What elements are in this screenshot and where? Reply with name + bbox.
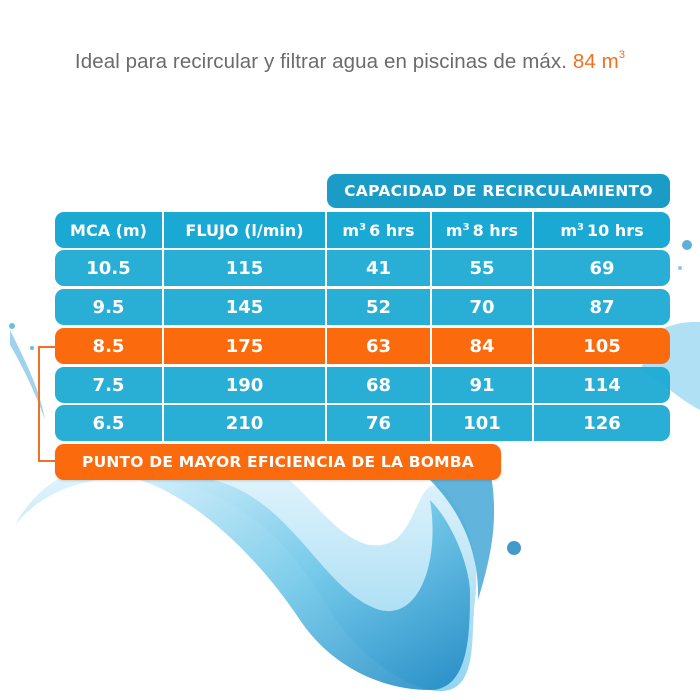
cell-6hrs: 68 — [327, 367, 432, 403]
column-header-10hrs: m 3 10 hrs — [560, 220, 644, 240]
column-header-flujo: FLUJO (l/min) — [164, 212, 327, 248]
cell-mca: 10.5 — [55, 250, 164, 286]
column-header-mca: MCA (m) — [55, 212, 164, 248]
cell-8hrs: 55 — [432, 250, 534, 286]
headline: Ideal para recircular y filtrar agua en … — [0, 49, 700, 74]
table-row: 10.5 115 41 55 69 — [55, 250, 670, 286]
cell-6hrs: 76 — [327, 405, 432, 441]
cell-10hrs: 114 — [583, 374, 621, 396]
cell-8hrs: 101 — [432, 405, 534, 441]
max-volume: 84 m3 — [572, 49, 626, 73]
cell-mca: 8.5 — [55, 328, 164, 364]
cell-flujo: 115 — [164, 250, 327, 286]
cell-flujo: 210 — [164, 405, 327, 441]
cell-10hrs: 87 — [589, 296, 615, 318]
efficiency-label: PUNTO DE MAYOR EFICIENCIA DE LA BOMBA — [55, 444, 501, 480]
cell-10hrs: 69 — [589, 257, 615, 279]
cell-10hrs: 126 — [583, 412, 621, 434]
headline-text: Ideal para recircular y filtrar agua en … — [74, 50, 568, 73]
cell-6hrs: 63 — [327, 328, 432, 364]
table-row: 7.5 190 68 91 114 — [55, 367, 670, 403]
highlight-bracket — [38, 346, 56, 462]
cell-8hrs: 84 — [432, 328, 534, 364]
cell-6hrs: 52 — [327, 289, 432, 325]
cell-flujo: 190 — [164, 367, 327, 403]
cell-8hrs: 91 — [432, 367, 534, 403]
table-row: 9.5 145 52 70 87 — [55, 289, 670, 325]
table-row: 6.5 210 76 101 126 — [55, 405, 670, 441]
cell-6hrs: 41 — [327, 250, 432, 286]
cell-mca: 9.5 — [55, 289, 164, 325]
cell-mca: 7.5 — [55, 367, 164, 403]
cell-mca: 6.5 — [55, 405, 164, 441]
cell-8hrs: 70 — [432, 289, 534, 325]
cell-10hrs: 105 — [583, 335, 621, 357]
group-header: CAPACIDAD DE RECIRCULAMIENTO — [327, 174, 670, 208]
table-row-highlighted: 8.5 175 63 84 105 — [55, 328, 670, 364]
cell-flujo: 145 — [164, 289, 327, 325]
cell-flujo: 175 — [164, 328, 327, 364]
